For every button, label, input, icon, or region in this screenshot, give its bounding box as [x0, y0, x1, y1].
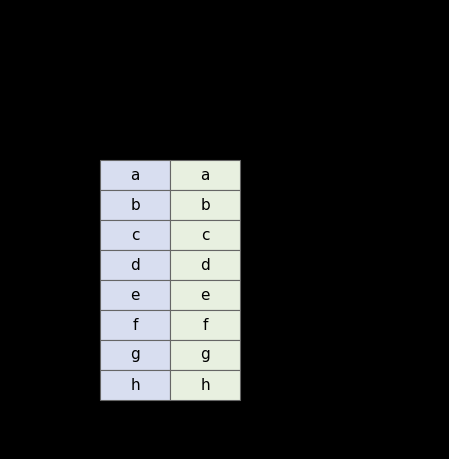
FancyBboxPatch shape: [170, 250, 240, 280]
FancyBboxPatch shape: [100, 310, 170, 340]
FancyBboxPatch shape: [100, 280, 170, 310]
Text: c: c: [131, 228, 139, 242]
FancyBboxPatch shape: [100, 340, 170, 370]
Text: h: h: [130, 377, 140, 392]
Text: b: b: [130, 197, 140, 213]
FancyBboxPatch shape: [100, 250, 170, 280]
Text: f: f: [132, 318, 138, 332]
Text: f: f: [202, 318, 208, 332]
Text: e: e: [130, 287, 140, 302]
Text: b: b: [200, 197, 210, 213]
FancyBboxPatch shape: [100, 160, 170, 190]
Text: e: e: [200, 287, 210, 302]
FancyBboxPatch shape: [170, 160, 240, 190]
FancyBboxPatch shape: [170, 190, 240, 220]
Text: c: c: [201, 228, 209, 242]
FancyBboxPatch shape: [100, 220, 170, 250]
Text: d: d: [200, 257, 210, 273]
FancyBboxPatch shape: [100, 190, 170, 220]
FancyBboxPatch shape: [170, 310, 240, 340]
FancyBboxPatch shape: [170, 370, 240, 400]
Text: d: d: [130, 257, 140, 273]
FancyBboxPatch shape: [170, 280, 240, 310]
FancyBboxPatch shape: [100, 370, 170, 400]
FancyBboxPatch shape: [170, 220, 240, 250]
Text: g: g: [130, 347, 140, 363]
FancyBboxPatch shape: [170, 340, 240, 370]
Text: g: g: [200, 347, 210, 363]
Text: h: h: [200, 377, 210, 392]
Text: a: a: [200, 168, 210, 183]
Text: a: a: [130, 168, 140, 183]
